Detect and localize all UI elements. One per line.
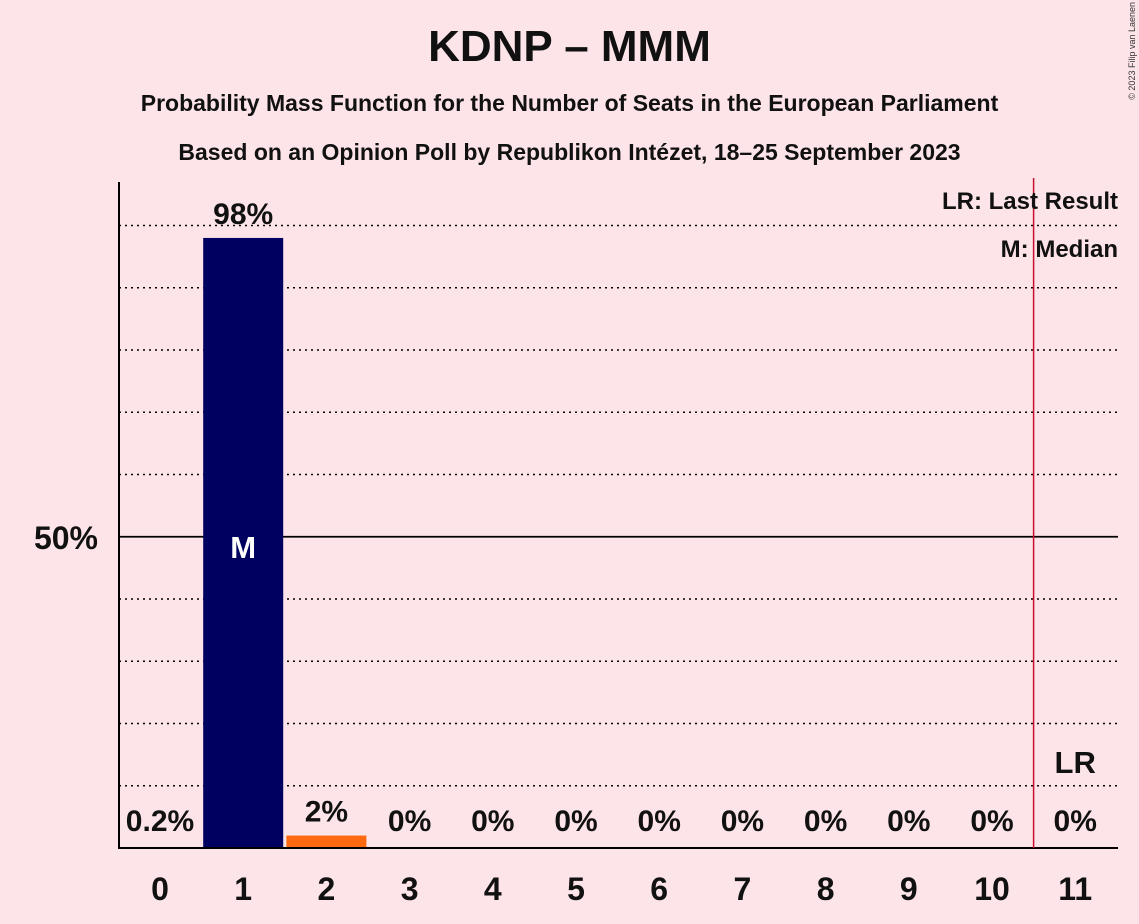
x-tick-label: 1 (234, 871, 252, 907)
x-tick-label: 11 (1058, 871, 1092, 907)
chart-subtitle-poll: Based on an Opinion Poll by Republikon I… (178, 139, 961, 165)
value-label: 0% (554, 805, 597, 838)
value-label: 0% (721, 805, 764, 838)
x-tick-label: 4 (484, 871, 502, 907)
value-label: 0.2% (126, 805, 194, 838)
value-label: 0% (638, 805, 681, 838)
chart-title: KDNP – MMM (428, 22, 711, 71)
x-tick-labels: 0 1 2 3 4 5 6 7 8 9 10 11 (151, 871, 1092, 907)
x-tick-label: 0 (151, 871, 169, 907)
chart-subtitle: Probability Mass Function for the Number… (140, 90, 999, 116)
x-tick-label: 3 (401, 871, 419, 907)
last-result-marker: LR (1055, 745, 1096, 780)
x-tick-label: 8 (817, 871, 835, 907)
gridlines (119, 224, 1118, 787)
bar-seats-2 (286, 835, 367, 848)
x-tick-label: 7 (734, 871, 752, 907)
x-tick-label: 5 (567, 871, 585, 907)
bars (203, 237, 367, 848)
median-marker: M (230, 530, 256, 565)
value-label: 0% (388, 805, 431, 838)
value-label: 98% (213, 198, 273, 231)
x-tick-label: 2 (318, 871, 336, 907)
y-tick-label-50: 50% (34, 520, 98, 556)
legend-last-result: LR: Last Result (942, 188, 1118, 215)
bar-seats-1 (203, 237, 284, 848)
value-label: 0% (471, 805, 514, 838)
legend-median: M: Median (1001, 236, 1118, 263)
value-label: 0% (970, 805, 1013, 838)
x-tick-label: 9 (900, 871, 918, 907)
value-label: 0% (804, 805, 847, 838)
value-label: 0% (887, 805, 930, 838)
x-tick-label: 6 (650, 871, 668, 907)
value-label: 2% (305, 796, 348, 829)
value-labels: 0.2% 98% 2% 0% 0% 0% 0% 0% 0% 0% 0% 0% (126, 198, 1097, 838)
value-label: 0% (1054, 805, 1097, 838)
x-tick-label: 10 (974, 871, 1010, 907)
